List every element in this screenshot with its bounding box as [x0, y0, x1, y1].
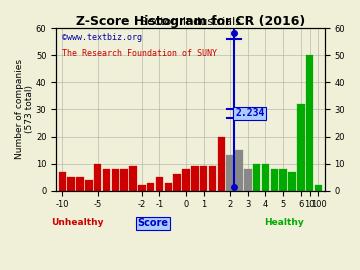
- Bar: [209, 166, 216, 191]
- Bar: [306, 55, 314, 191]
- Bar: [315, 185, 322, 191]
- Bar: [200, 166, 207, 191]
- Bar: [235, 150, 243, 191]
- Bar: [94, 164, 102, 191]
- Bar: [112, 169, 119, 191]
- Text: Healthy: Healthy: [265, 218, 304, 227]
- Bar: [271, 169, 278, 191]
- Y-axis label: Number of companies
(573 total): Number of companies (573 total): [15, 59, 35, 159]
- Title: Z-Score Histogram for CR (2016): Z-Score Histogram for CR (2016): [76, 15, 305, 28]
- Bar: [147, 183, 154, 191]
- Bar: [67, 177, 75, 191]
- Bar: [297, 104, 305, 191]
- Text: 2.234: 2.234: [235, 109, 265, 119]
- Text: Sector: Industrials: Sector: Industrials: [140, 17, 241, 27]
- Bar: [279, 169, 287, 191]
- Bar: [156, 177, 163, 191]
- Bar: [103, 169, 110, 191]
- Bar: [288, 172, 296, 191]
- Bar: [138, 185, 145, 191]
- Bar: [174, 174, 181, 191]
- Bar: [226, 156, 234, 191]
- Text: The Research Foundation of SUNY: The Research Foundation of SUNY: [62, 49, 216, 58]
- Bar: [120, 169, 128, 191]
- Bar: [182, 169, 190, 191]
- Bar: [165, 183, 172, 191]
- Bar: [244, 169, 252, 191]
- Bar: [253, 164, 260, 191]
- Text: ©www.textbiz.org: ©www.textbiz.org: [62, 33, 141, 42]
- Bar: [129, 166, 137, 191]
- Text: Score: Score: [137, 218, 168, 228]
- Bar: [85, 180, 93, 191]
- Bar: [262, 164, 269, 191]
- Bar: [76, 177, 84, 191]
- Bar: [59, 172, 66, 191]
- Bar: [217, 137, 225, 191]
- Bar: [191, 166, 199, 191]
- Text: Unhealthy: Unhealthy: [51, 218, 104, 227]
